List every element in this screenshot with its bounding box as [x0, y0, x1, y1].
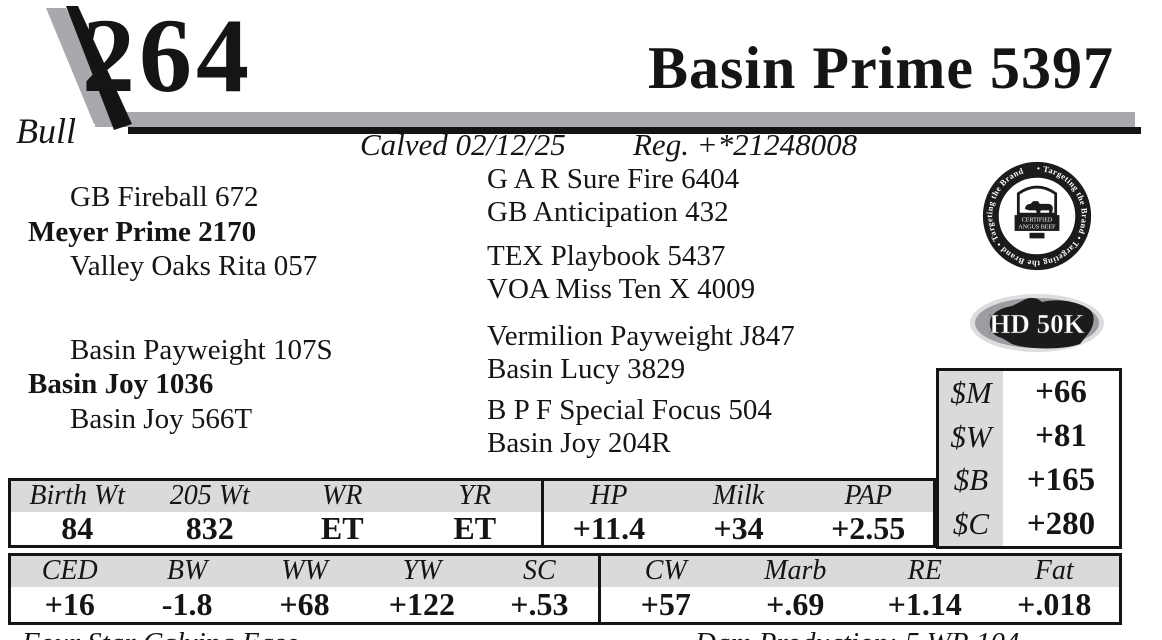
performance-header-cell: 205 Wt [169, 480, 250, 512]
sire-name: Meyer Prime 2170 [28, 216, 257, 248]
performance-header-row: Birth Wt 205 Wt WR YR [11, 481, 541, 512]
dam-granddam: Basin Joy 566T [70, 403, 253, 435]
footnote-dam-production: Dam Production: 5 WR 104 [695, 627, 1019, 640]
epd-table: CED BW WW YW SC +16 -1.8 +68 +122 +.53 C… [8, 553, 1122, 625]
epd-value-cell: +1.14 [887, 586, 962, 623]
performance-header-cell: WR [322, 480, 363, 512]
performance-value-cell: ET [320, 510, 364, 547]
epd-value-row: +57 +.69 +1.14 +.018 [601, 587, 1119, 622]
dollar-value-amount: +280 [1026, 505, 1096, 542]
dollar-value-amount: +165 [1026, 461, 1096, 498]
table-divider [541, 481, 544, 545]
lot-category-label: Bull [16, 111, 76, 151]
dam-ancestor-line: B P F Special Focus 504 [487, 394, 772, 426]
sire-grandsire: GB Fireball 672 [70, 181, 259, 213]
epd-header-cell: WW [281, 555, 328, 587]
dam-name: Basin Joy 1036 [28, 368, 214, 400]
performance-table: Birth Wt 205 Wt WR YR 84 832 ET ET HP Mi… [8, 478, 936, 548]
header-black-bar [128, 127, 1141, 134]
calved-date: Calved 02/12/25 [360, 127, 566, 162]
epd-value-cell: +.53 [510, 586, 569, 623]
epd-value-cell: +122 [388, 586, 456, 623]
cab-label-line1: CERTIFIED [1022, 218, 1053, 224]
hd50k-logo: HD 50K [970, 294, 1104, 352]
performance-value-cell: +2.55 [831, 510, 906, 547]
dollar-values-box: $M +66 $W +81 $B +165 $C +280 [936, 368, 1122, 549]
epd-value-cell: +68 [279, 586, 330, 623]
footnote-calving-ease: Four Star Calving Ease [22, 627, 298, 640]
dollar-value-label: $B [939, 458, 1003, 503]
lot-number: 264 [82, 0, 253, 114]
dam-ancestor-line: Basin Lucy 3829 [487, 353, 686, 385]
epd-value-cell: +.018 [1017, 586, 1092, 623]
epd-header-row: CW Marb RE Fat [601, 556, 1119, 587]
epd-table-right-section: CW Marb RE Fat +57 +.69 +1.14 +.018 [601, 556, 1119, 622]
hd50k-cow-silhouette [989, 297, 1094, 349]
epd-value-cell: +16 [44, 586, 95, 623]
performance-header-row: HP Milk PAP [544, 481, 933, 512]
dam-ancestor-line: Vermilion Payweight J847 [487, 320, 795, 352]
epd-header-cell: YW [402, 555, 442, 587]
dollar-value-label: $M [939, 371, 1003, 415]
sire-granddam: Valley Oaks Rita 057 [70, 250, 318, 282]
sire-ancestor-line: VOA Miss Ten X 4009 [487, 273, 756, 305]
corner-slash-decoration [46, 6, 132, 130]
performance-header-cell: Milk [712, 480, 765, 512]
dam-ancestor-line: Basin Joy 204R [487, 427, 671, 459]
dollar-value-row: $M +66 [939, 371, 1119, 415]
hd50k-label: HD 50K [989, 309, 1084, 339]
cab-label-tab [1029, 232, 1045, 239]
performance-value-cell: +11.4 [572, 510, 646, 547]
epd-header-cell: Fat [1034, 555, 1074, 587]
performance-table-left-section: Birth Wt 205 Wt WR YR 84 832 ET ET [11, 481, 541, 545]
dollar-value-row: $C +280 [939, 502, 1119, 546]
performance-value-cell: +34 [713, 510, 764, 547]
sire-ancestor-line: TEX Playbook 5437 [487, 240, 726, 272]
performance-header-cell: YR [458, 480, 492, 512]
dollar-value-amount: +81 [1035, 418, 1087, 455]
dam-grandsire: Basin Payweight 107S [70, 334, 333, 366]
epd-header-cell: CW [644, 555, 687, 587]
performance-value-cell: 832 [185, 510, 234, 547]
epd-header-cell: RE [907, 555, 942, 587]
performance-value-row: 84 832 ET ET [11, 512, 541, 545]
performance-value-cell: ET [453, 510, 497, 547]
epd-header-cell: BW [166, 555, 208, 587]
certified-angus-beef-logo: • Targeting the Brand • Targeting the Br… [982, 161, 1092, 271]
table-divider [598, 556, 601, 622]
performance-table-right-section: HP Milk PAP +11.4 +34 +2.55 [544, 481, 933, 545]
cab-cow-icon [1024, 201, 1053, 215]
epd-table-left-section: CED BW WW YW SC +16 -1.8 +68 +122 +.53 [11, 556, 598, 622]
performance-header-cell: PAP [844, 480, 893, 512]
epd-value-cell: +57 [640, 586, 691, 623]
header-gray-bar [95, 112, 1135, 127]
dollar-value-label: $W [939, 414, 1003, 459]
epd-header-row: CED BW WW YW SC [11, 556, 598, 587]
dollar-value-label: $C [939, 502, 1003, 546]
dollar-value-row: $B +165 [939, 458, 1119, 503]
epd-header-cell: SC [522, 555, 556, 587]
slash-black-stripe [66, 6, 132, 130]
epd-value-row: +16 -1.8 +68 +122 +.53 [11, 587, 598, 622]
slash-gray-stripe [46, 8, 118, 124]
registration-number: Reg. +*21248008 [633, 127, 858, 162]
epd-value-cell: +.69 [766, 586, 825, 623]
epd-header-cell: Marb [764, 555, 827, 587]
performance-value-cell: 84 [61, 510, 94, 547]
performance-header-cell: HP [590, 480, 628, 512]
sire-ancestor-line: G A R Sure Fire 6404 [487, 163, 740, 195]
epd-header-cell: CED [41, 555, 98, 587]
performance-value-row: +11.4 +34 +2.55 [544, 512, 933, 545]
cab-label-line2: ANGUS BEEF [1018, 225, 1056, 231]
performance-header-cell: Birth Wt [29, 480, 126, 512]
sire-ancestor-line: GB Anticipation 432 [487, 196, 729, 228]
dollar-value-amount: +66 [1035, 374, 1087, 411]
epd-value-cell: -1.8 [161, 586, 213, 623]
animal-name-title: Basin Prime 5397 [648, 35, 1114, 101]
cab-label-box [1014, 215, 1060, 231]
dollar-value-row: $W +81 [939, 414, 1119, 459]
